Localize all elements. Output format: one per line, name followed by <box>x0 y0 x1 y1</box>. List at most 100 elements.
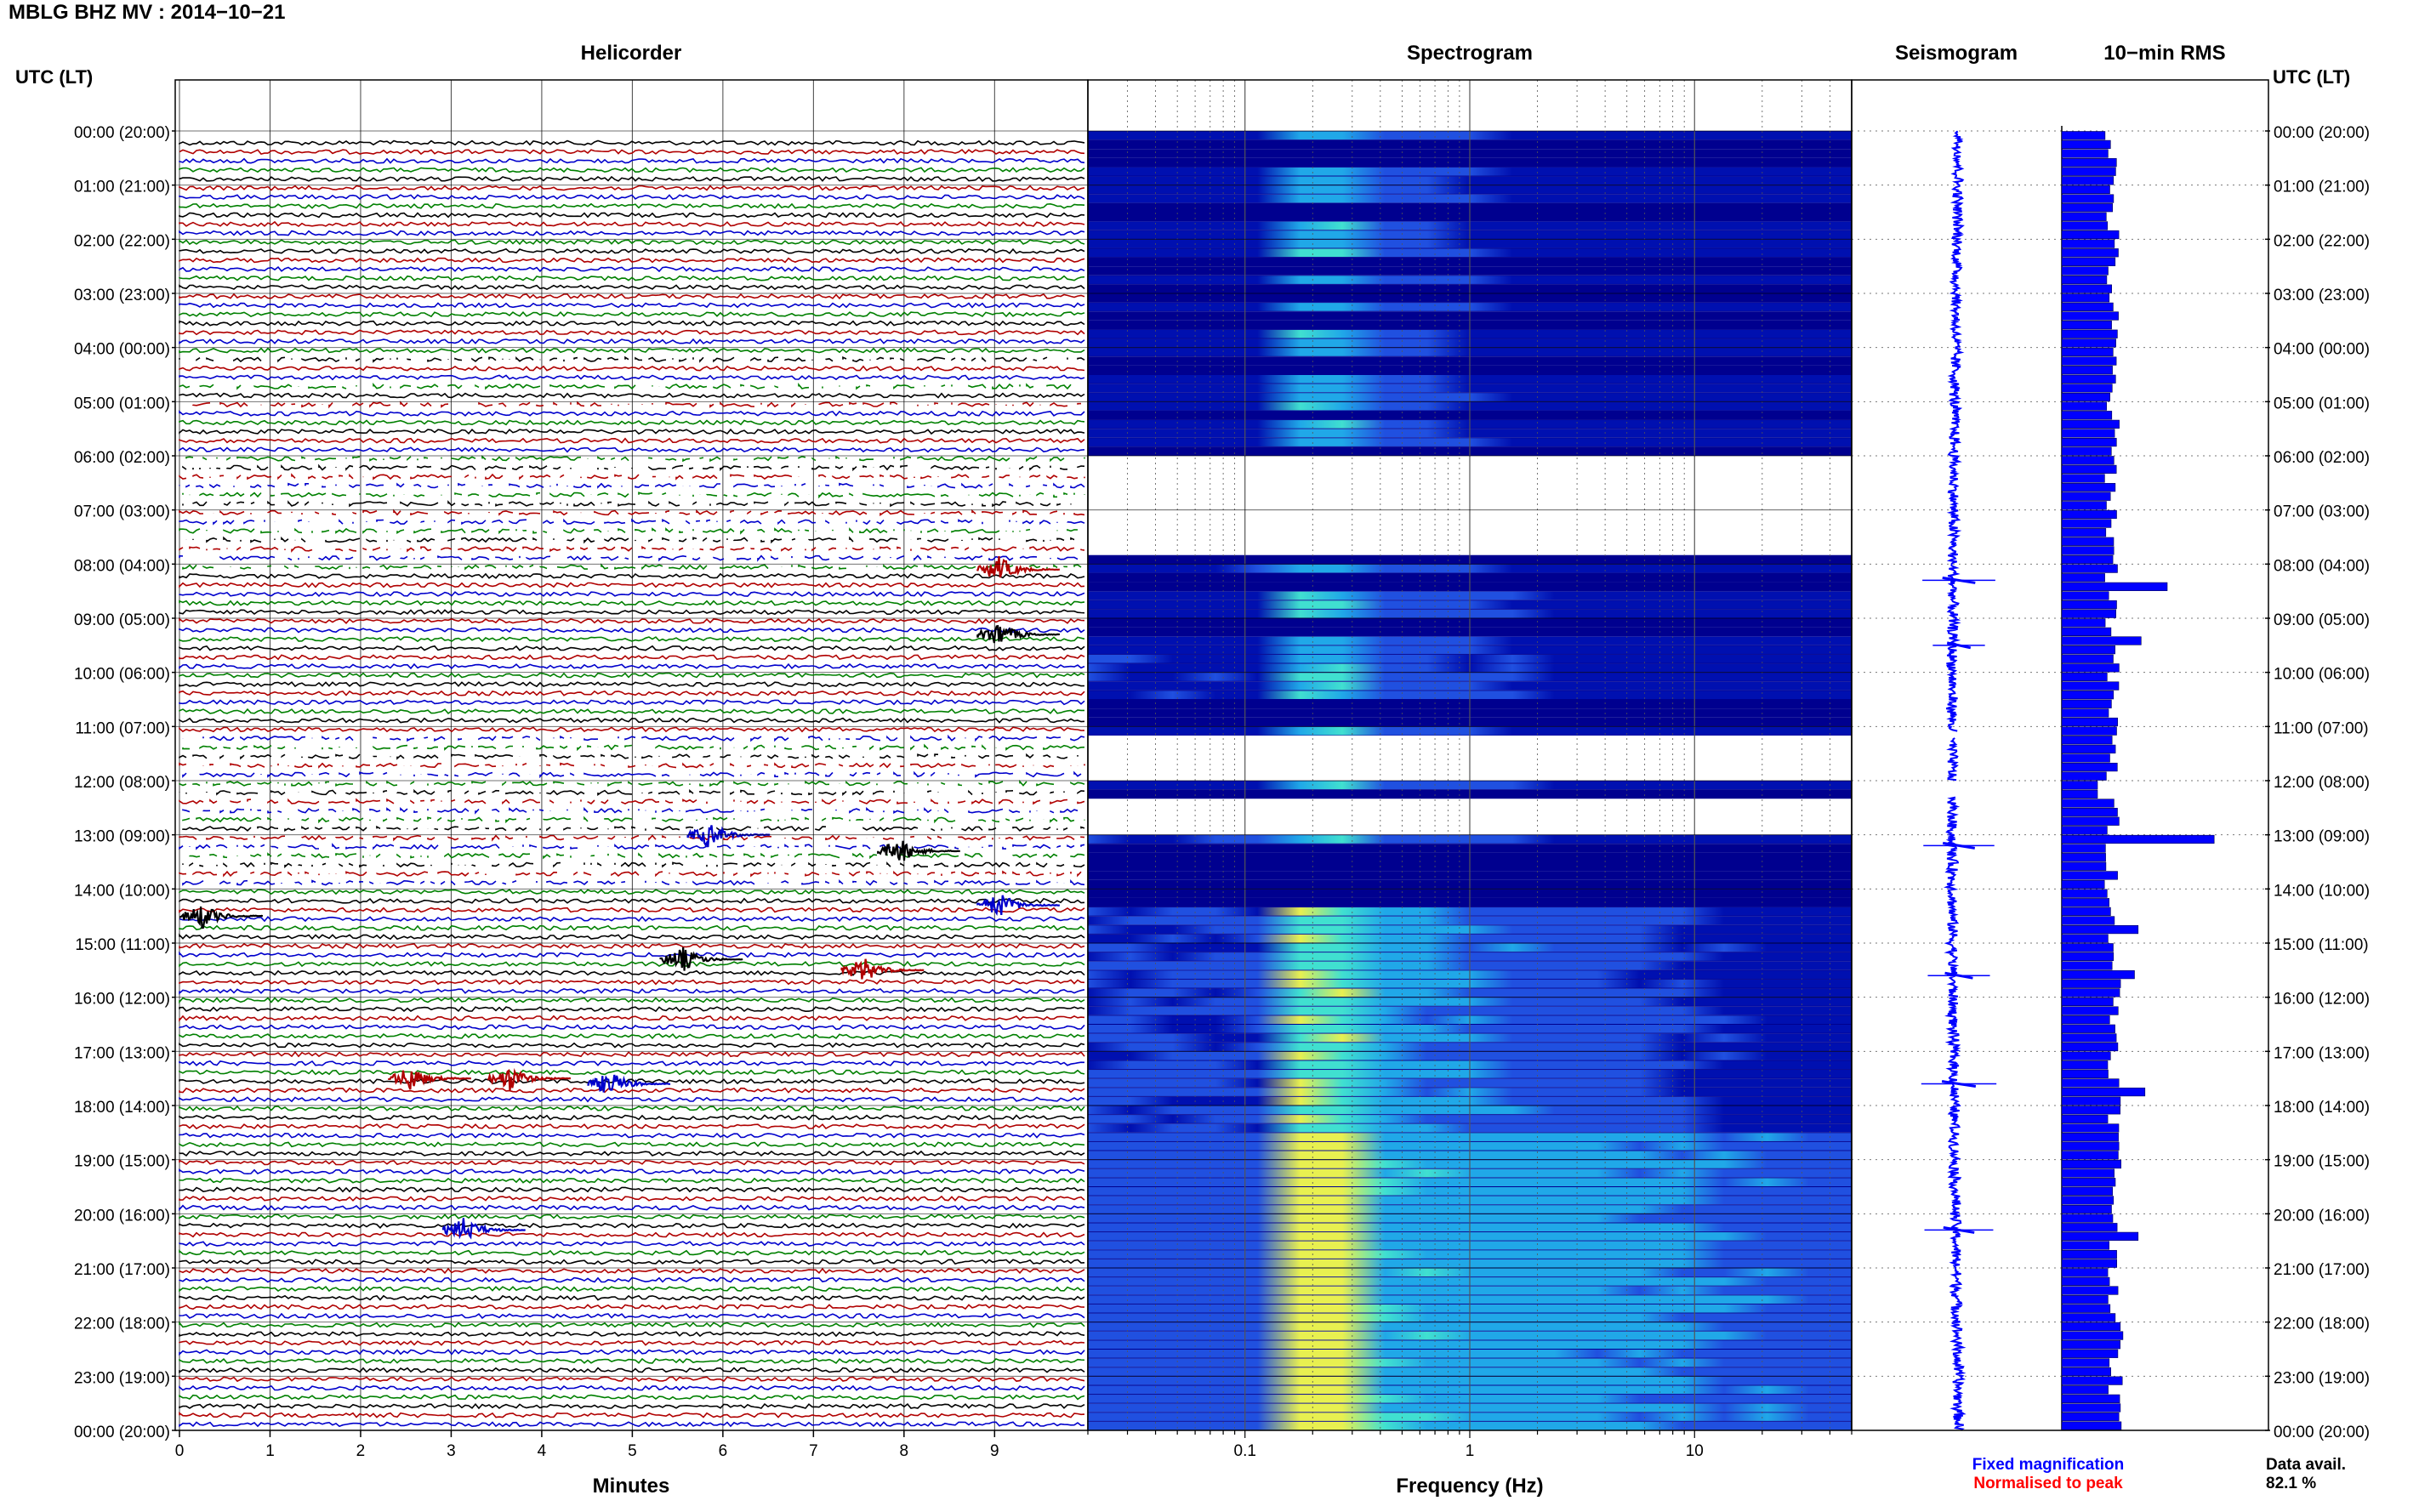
rms-bar <box>2061 501 2107 510</box>
rms-bar <box>2061 139 2111 150</box>
helicorder-trace <box>182 825 1085 832</box>
helicorder-trace <box>179 257 1085 264</box>
helicorder-trace <box>179 139 1085 146</box>
time-label-left: 06:00 (02:00) <box>74 449 170 467</box>
rms-bar <box>2061 1421 2122 1430</box>
rms-bar <box>2061 185 2110 195</box>
rms-bar <box>2061 1403 2121 1413</box>
rms-bar <box>2061 1051 2111 1060</box>
helicorder-trace <box>179 762 1085 769</box>
helicorder-trace <box>179 509 1085 517</box>
rms-bar <box>2061 1313 2116 1322</box>
rms-bar <box>2061 257 2116 266</box>
helicorder-panel: 0 1 2 3 4 5 6 7 8 9 Minutes <box>174 79 1089 1498</box>
rms-bar <box>2061 374 2116 384</box>
rms-bar <box>2061 1159 2121 1169</box>
helicorder-trace <box>179 320 1085 327</box>
helicorder-trace <box>179 1285 1085 1293</box>
helicorder-trace <box>179 779 1085 787</box>
helicorder-trace <box>179 365 1085 372</box>
helicorder-trace <box>179 293 1085 300</box>
helicorder-trace <box>179 1204 1085 1212</box>
helicorder-trace <box>179 915 1085 923</box>
helicorder-trace <box>182 878 1085 886</box>
helicorder-traces <box>179 139 1085 1430</box>
rms-bar <box>2061 176 2114 185</box>
time-label-left: 00:00 (20:00) <box>74 1424 170 1441</box>
helicorder-trace <box>185 536 1075 544</box>
rms-bar <box>2061 645 2116 655</box>
helicorder-trace <box>179 726 1085 733</box>
helicorder-event <box>587 1074 671 1093</box>
spectrogram-x-tick-label: 1 <box>1466 1442 1475 1460</box>
helicorder-trace <box>179 1069 1085 1076</box>
helicorder-trace <box>179 473 1085 480</box>
seismogram-spike-core <box>1942 576 1976 584</box>
rms-bar <box>2061 1268 2109 1277</box>
rms-bar <box>2061 356 2117 366</box>
helicorder-trace <box>179 843 1085 850</box>
rms-bar <box>2061 1214 2114 1223</box>
rms-bar <box>2061 437 2117 447</box>
helicorder-trace <box>179 1231 1085 1238</box>
helicorder-trace <box>179 1087 1085 1094</box>
time-label-right: 12:00 (08:00) <box>2274 774 2370 792</box>
rms-bar <box>2061 546 2114 555</box>
rms-bar <box>2061 248 2119 258</box>
time-label-right: 08:00 (04:00) <box>2274 557 2370 575</box>
time-label-left: 04:00 (00:00) <box>74 341 170 359</box>
helicorder-event <box>976 624 1060 644</box>
rms-bar <box>2061 879 2105 890</box>
rms-bar <box>2061 1276 2110 1287</box>
helicorder-trace <box>192 401 1082 409</box>
helicorder-trace <box>179 437 1085 444</box>
time-label-left: 18:00 (14:00) <box>74 1099 170 1117</box>
helicorder-trace <box>179 1123 1085 1130</box>
helicorder-trace <box>179 554 1079 562</box>
time-label-left: 08:00 (04:00) <box>74 557 170 575</box>
helicorder-trace <box>179 572 1085 579</box>
rms-bar <box>2061 834 2215 844</box>
helicorder-trace <box>179 1321 1085 1328</box>
rms-bar <box>2061 717 2118 727</box>
rms-bar <box>2061 167 2116 176</box>
rms-bar <box>2061 446 2112 456</box>
rms-bar <box>2061 1133 2119 1142</box>
seismogram-spike-core <box>1943 1225 1975 1234</box>
helicorder-trace <box>179 284 1085 291</box>
helicorder-trace <box>179 645 1085 651</box>
seismogram-title: Seismogram <box>1895 42 2018 65</box>
seismogram-spike-core <box>1944 971 1973 980</box>
rms-bar <box>2061 898 2110 907</box>
helicorder-trace <box>179 870 1082 878</box>
helicorder-trace <box>182 492 1085 499</box>
time-label-right: 03:00 (23:00) <box>2274 287 2370 304</box>
helicorder-trace <box>179 1177 1085 1184</box>
helicorder-trace <box>179 1132 1085 1139</box>
helicorder-trace <box>179 392 1085 399</box>
rms-bar <box>2061 1042 2119 1052</box>
rms-bar <box>2061 1259 2117 1268</box>
rms-bar <box>2061 726 2117 736</box>
data-avail-value: 82.1 % <box>2266 1475 2316 1492</box>
helicorder-trace <box>182 500 1072 508</box>
helicorder-x-tick-label: 8 <box>900 1442 909 1460</box>
rms-bar <box>2061 844 2106 853</box>
rms-bar <box>2061 1033 2117 1043</box>
time-label-left: 03:00 (23:00) <box>74 287 170 304</box>
helicorder-trace <box>179 527 1079 535</box>
rms-bar <box>2061 1196 2114 1205</box>
seismogram-rms-panel <box>1851 79 2269 1431</box>
helicorder-trace <box>179 1357 1085 1364</box>
helicorder-trace <box>182 770 1082 779</box>
helicorder-trace <box>179 338 1085 345</box>
time-label-right: 23:00 (19:00) <box>2274 1369 2370 1387</box>
helicorder-x-tick-label: 7 <box>809 1442 818 1460</box>
seismogram-line <box>1944 130 1967 1431</box>
rms-bar <box>2061 618 2106 628</box>
rms-bar <box>2061 1412 2120 1422</box>
rms-bar <box>2061 708 2109 718</box>
rms-bar <box>2061 239 2115 248</box>
time-label-left: 10:00 (06:00) <box>74 666 170 684</box>
